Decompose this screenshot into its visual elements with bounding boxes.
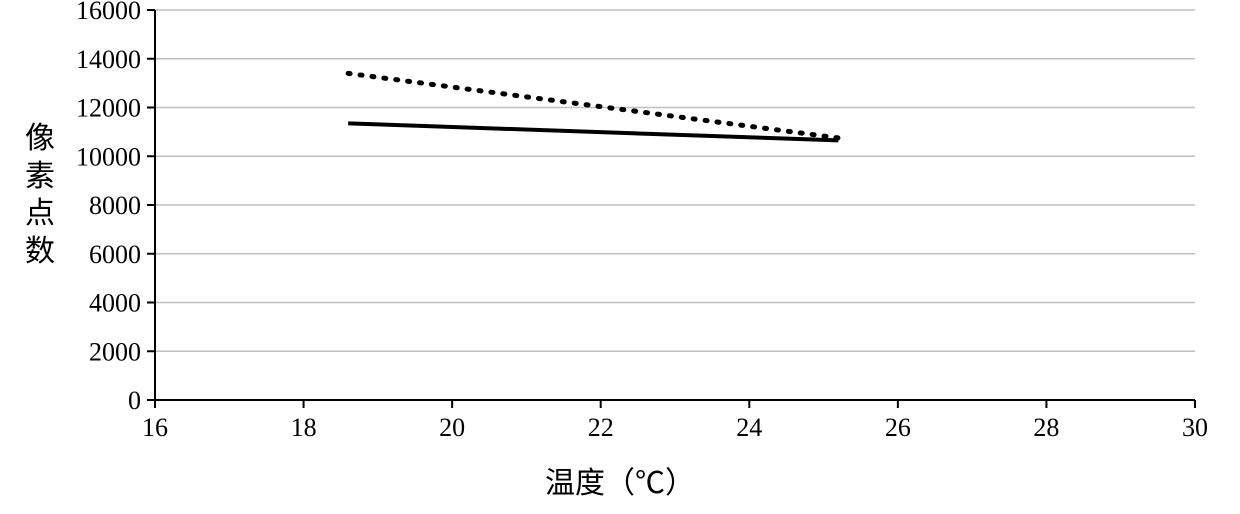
x-tick: 18 (291, 413, 317, 442)
axes (147, 10, 1195, 408)
y-tick: 14000 (76, 45, 141, 74)
y-tick: 10000 (76, 142, 141, 171)
x-tick: 30 (1182, 413, 1208, 442)
y-tick: 6000 (89, 240, 141, 269)
y-tick: 4000 (89, 289, 141, 318)
y-tick: 8000 (89, 191, 141, 220)
gridlines (155, 10, 1195, 351)
x-tick: 16 (142, 413, 168, 442)
y-tick: 2000 (89, 337, 141, 366)
y-tick: 12000 (76, 94, 141, 123)
y-tick: 16000 (76, 0, 141, 25)
series-dotted (348, 73, 838, 138)
x-tick: 20 (439, 413, 465, 442)
y-tick-labels: 0 2000 4000 6000 8000 10000 12000 14000 16000 (76, 0, 141, 415)
chart-svg: 0 2000 4000 6000 8000 10000 12000 14000 16000 16… (0, 0, 1240, 514)
x-tick: 28 (1033, 413, 1059, 442)
x-tick: 24 (736, 413, 762, 442)
chart-container: 像素点数 温度（℃） 02000400060008000100001200014… (0, 0, 1240, 514)
x-tick: 26 (885, 413, 911, 442)
y-tick: 0 (128, 386, 141, 415)
x-tick-labels: 16 18 20 22 24 26 28 30 (142, 413, 1208, 442)
x-tick: 22 (588, 413, 614, 442)
